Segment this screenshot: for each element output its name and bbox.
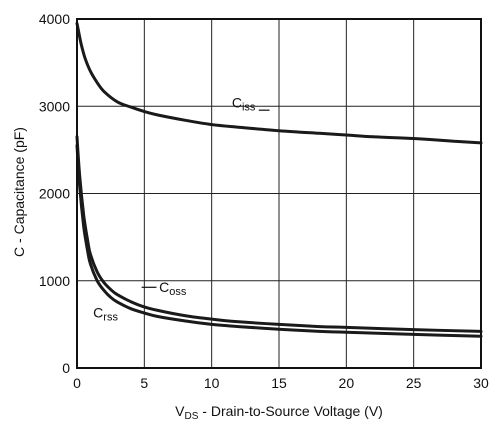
series-line-coss: [75, 135, 483, 333]
x-tick-label: 10: [204, 375, 220, 391]
series-label-ciss: Ciss: [232, 94, 256, 113]
series-line-ciss: [75, 21, 483, 145]
x-tick-labels: 0 5 10 15 20 25 30: [73, 375, 489, 391]
series-annotations: Ciss Coss Crss: [93, 94, 270, 323]
y-tick-label: 2000: [39, 186, 70, 202]
y-tick-label: 4000: [39, 11, 70, 27]
x-tick-label: 25: [406, 375, 422, 391]
series-label-coss: Coss: [159, 279, 187, 298]
plot-frame: [76, 18, 482, 369]
series-curves: [75, 21, 483, 338]
y-tick-label: 1000: [39, 273, 70, 289]
x-axis-label-v: V: [175, 403, 185, 419]
x-axis-label-rest: - Drain-to-Source Voltage (V): [198, 403, 382, 419]
series-line-crss: [75, 144, 483, 338]
y-axis-label: C - Capacitance (pF): [11, 127, 27, 257]
y-tick-label: 3000: [39, 98, 70, 114]
x-tick-label: 20: [339, 375, 355, 391]
x-tick-label: 5: [140, 375, 148, 391]
x-tick-label: 0: [73, 375, 81, 391]
series-label-crss: Crss: [93, 304, 118, 323]
x-axis-label-subscript: DS: [185, 411, 199, 422]
x-axis-label: VDS - Drain-to-Source Voltage (V): [175, 403, 383, 422]
y-tick-labels: 0 1000 2000 3000 4000: [39, 11, 70, 376]
x-tick-label: 15: [271, 375, 287, 391]
x-tick-label: 30: [473, 375, 489, 391]
y-tick-label: 0: [62, 360, 70, 376]
grid: [76, 18, 482, 369]
